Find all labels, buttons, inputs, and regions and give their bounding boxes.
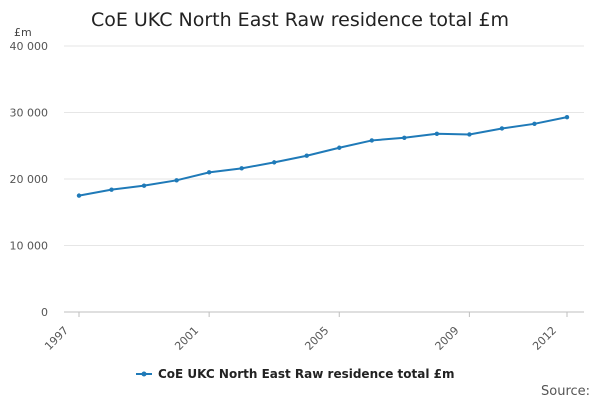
series-line	[78, 116, 568, 197]
data-point	[402, 135, 407, 140]
x-axis-ticks: 1997 2001 2005 2009 2012	[42, 312, 568, 353]
data-point	[564, 114, 570, 120]
y-axis-ticks: 0 10 000 20 000 30 000 40 000	[10, 40, 49, 319]
y-axis-unit: £m	[14, 26, 32, 39]
series-group	[76, 114, 570, 198]
data-point	[499, 126, 505, 131]
data-point	[337, 145, 342, 150]
x-tick-label: 2001	[172, 324, 201, 353]
y-tick-label: 30 000	[10, 107, 49, 120]
grid-lines	[64, 45, 584, 246]
data-point	[304, 153, 309, 158]
legend-label: CoE UKC North East Raw residence total £…	[158, 367, 455, 381]
legend-marker	[141, 371, 147, 377]
y-tick-label: 40 000	[10, 40, 49, 53]
data-point	[76, 193, 82, 198]
data-point	[109, 187, 114, 192]
source-label: Source:	[541, 384, 590, 399]
data-point	[206, 170, 212, 175]
data-point	[239, 166, 244, 171]
x-tick-label: 2009	[433, 324, 462, 353]
y-tick-label: 20 000	[10, 173, 49, 186]
data-point	[272, 160, 277, 165]
y-tick-label: 10 000	[10, 240, 49, 253]
x-tick-label: 1997	[42, 324, 71, 353]
data-point	[141, 183, 147, 188]
data-point	[532, 121, 537, 127]
legend: CoE UKC North East Raw residence total £…	[136, 367, 455, 381]
data-point	[434, 131, 440, 136]
data-point	[174, 178, 179, 183]
x-tick-label: 2012	[530, 324, 559, 353]
data-point	[369, 138, 374, 143]
chart-title: CoE UKC North East Raw residence total £…	[91, 9, 509, 31]
data-point	[467, 132, 472, 137]
x-tick-label: 2005	[302, 324, 331, 353]
y-tick-label: 0	[41, 306, 48, 319]
